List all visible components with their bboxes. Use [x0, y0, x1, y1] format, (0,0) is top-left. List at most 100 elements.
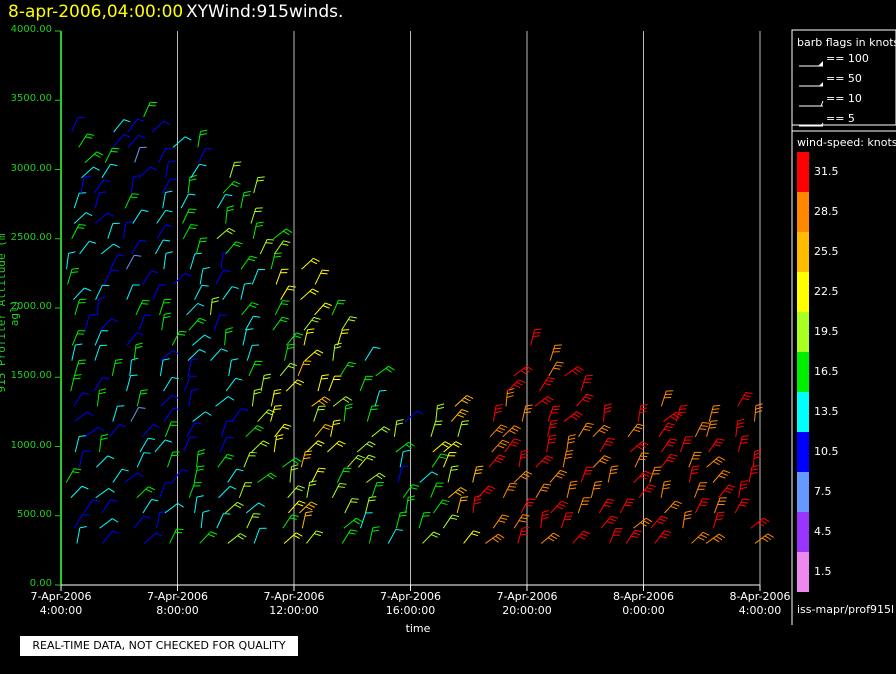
wind-barb — [590, 480, 603, 498]
wind-barb — [78, 133, 95, 148]
wind-barb — [688, 465, 700, 483]
wind-barb — [222, 180, 241, 194]
speed-swatch — [797, 472, 809, 512]
wind-barb — [228, 358, 239, 376]
wind-barb — [162, 178, 178, 194]
wind-barb — [275, 268, 289, 285]
wind-barb — [280, 285, 296, 300]
wind-barb — [339, 361, 356, 377]
wind-barb — [358, 454, 376, 468]
wind-barb — [442, 451, 457, 468]
wind-barb — [94, 330, 109, 346]
wind-barb — [188, 482, 202, 498]
wind-barb — [257, 472, 277, 483]
wind-barb — [577, 497, 591, 514]
wind-barb — [188, 317, 207, 331]
wind-barb — [70, 485, 89, 499]
wind-barb — [190, 163, 207, 179]
wind-barb — [658, 422, 675, 438]
wind-barb — [637, 403, 648, 422]
wind-barb — [143, 532, 163, 544]
wind-barb — [752, 448, 762, 468]
y-tick-label: 1000.00 — [10, 439, 52, 451]
wind-barb — [341, 316, 358, 331]
wind-barb — [638, 484, 656, 499]
wind-barb — [435, 403, 445, 422]
wind-barb — [195, 237, 208, 255]
wind-barb — [159, 358, 170, 376]
speed-swatch-label: 10.5 — [814, 445, 839, 458]
wind-barb — [251, 440, 270, 453]
wind-barb — [477, 485, 496, 499]
wind-barb — [520, 498, 536, 514]
flag-tick — [820, 122, 824, 127]
wind-barb — [433, 499, 450, 514]
wind-barb — [472, 494, 482, 514]
wind-barb — [225, 501, 244, 514]
wind-barb — [161, 312, 172, 331]
wind-barb — [502, 425, 521, 438]
wind-barb — [563, 411, 583, 422]
wind-barb — [705, 533, 726, 544]
wind-barb — [366, 472, 386, 483]
wind-barb — [317, 374, 329, 392]
wind-barb — [100, 243, 120, 255]
wind-barb — [270, 388, 282, 407]
wind-barb — [287, 500, 306, 514]
wind-barb — [300, 450, 313, 468]
wind-barb — [272, 316, 290, 331]
quality-note: REAL-TIME DATA, NOT CHECKED FOR QUALITY — [20, 636, 298, 656]
wind-barb — [143, 101, 158, 118]
wind-barb — [592, 424, 611, 438]
wind-barb — [245, 502, 265, 514]
flag-triangle — [818, 61, 823, 66]
wind-barb — [216, 227, 236, 240]
wind-barb — [73, 212, 93, 224]
wind-barb — [422, 531, 441, 544]
wind-barb — [133, 515, 151, 529]
wind-barb — [163, 376, 179, 392]
y-tick-label: 500.00 — [17, 508, 52, 520]
wind-barb — [159, 482, 173, 498]
wind-barb — [242, 328, 254, 346]
wind-barb — [111, 358, 123, 376]
wind-barb — [430, 482, 444, 498]
wind-barb — [95, 212, 114, 224]
speed-swatch-label: 19.5 — [814, 325, 839, 338]
x-tick-label: 7-Apr-2006 12:00:00 — [263, 590, 325, 617]
wind-barb — [113, 134, 131, 148]
wind-barb — [301, 511, 313, 529]
wind-barb — [152, 284, 167, 300]
wind-barb — [130, 406, 146, 422]
wind-barb — [505, 388, 515, 407]
wind-barb — [327, 440, 346, 453]
wind-barb — [694, 422, 710, 438]
wind-barb — [534, 395, 554, 407]
wind-barb — [714, 497, 727, 514]
wind-barb — [289, 464, 299, 483]
wind-barb — [539, 377, 555, 392]
wind-barb — [734, 498, 750, 514]
wind-barb — [210, 348, 228, 361]
wind-barb — [156, 510, 167, 529]
wind-barb — [625, 529, 642, 544]
wind-barb — [660, 480, 672, 498]
wind-barb — [273, 434, 284, 453]
wind-barb — [314, 424, 333, 438]
wind-barb — [314, 269, 330, 285]
wind-barb — [447, 465, 459, 483]
wind-barb — [492, 514, 510, 529]
wind-barb — [246, 344, 260, 361]
wind-barb — [359, 375, 374, 392]
wind-barb — [675, 404, 688, 422]
y-tick-label: 3500.00 — [10, 93, 52, 105]
wind-barb — [738, 479, 749, 498]
speed-swatch-label: 1.5 — [814, 565, 832, 578]
wind-barb — [215, 396, 235, 407]
speed-swatch — [797, 232, 809, 272]
wind-barb — [343, 403, 353, 422]
wind-barb — [95, 284, 110, 300]
speed-swatch-label: 25.5 — [814, 245, 839, 258]
wind-barb — [76, 526, 87, 544]
wind-barb — [84, 426, 105, 438]
